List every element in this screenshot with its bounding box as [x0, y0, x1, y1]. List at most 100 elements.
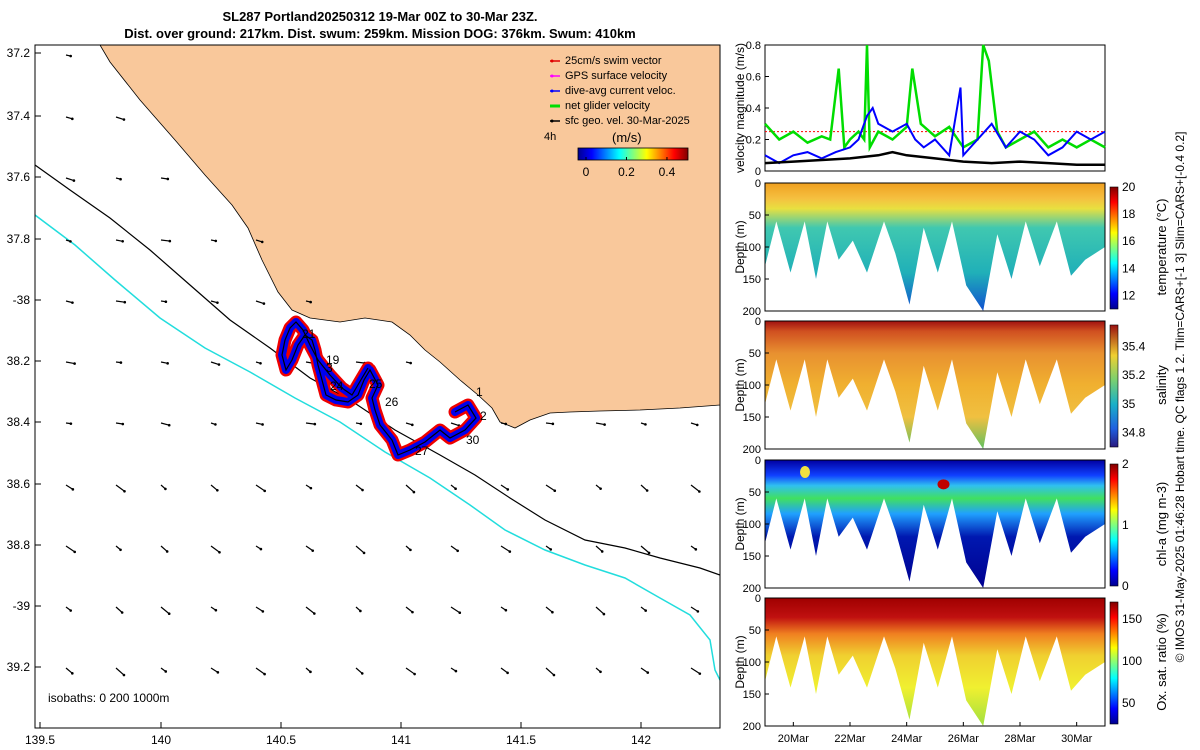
- colorbar-tick-label: 0.2: [618, 165, 635, 179]
- vector-head: [456, 549, 459, 553]
- vector-head: [259, 362, 262, 365]
- depth-tick-label: 150: [743, 412, 761, 424]
- depth-ylabel: Depth (m): [733, 358, 747, 411]
- side-note: © IMOS 31-May-2025 01:46:28 Hobart time.…: [1173, 132, 1187, 663]
- depth-tick-label: 50: [749, 210, 761, 222]
- vector-head: [71, 301, 74, 304]
- date-tick-label: 22Mar: [834, 733, 866, 745]
- surface-vector: [690, 667, 701, 675]
- legend-label: sfc geo. vel. 30-Mar-2025: [565, 115, 690, 127]
- lat-tick-label: -39: [13, 599, 31, 613]
- surface-vector: [595, 422, 605, 426]
- surface-vector: [115, 606, 123, 613]
- surface-vector: [640, 667, 649, 674]
- land-mass: [99, 45, 720, 429]
- vector-head: [217, 363, 221, 366]
- vector-head: [71, 672, 74, 675]
- depth-tick-label: 200: [743, 583, 761, 595]
- surface-vector: [160, 545, 168, 552]
- isobath-note: isobaths: 0 200 1000m: [48, 691, 169, 705]
- vector-head: [121, 239, 124, 243]
- vector-head: [458, 611, 462, 615]
- surface-vector: [545, 667, 555, 676]
- day-label: 30: [466, 433, 480, 447]
- lon-tick-label: 140: [151, 733, 171, 747]
- lon-tick-label: 142: [631, 733, 651, 747]
- lon-tick-label: 141.5: [506, 733, 536, 747]
- surface-vector: [255, 484, 266, 492]
- depth-ylabel: Depth (m): [733, 220, 747, 273]
- velocity-panel: 0 0.2 0.4 0.6 0.8 velocity magnitude (m/s): [733, 40, 1106, 178]
- surface-vector: [65, 667, 73, 674]
- colorbar-tick-label: 20: [1122, 180, 1136, 194]
- surface-vector: [405, 484, 415, 493]
- vector-head: [551, 422, 555, 426]
- vector-head: [602, 612, 606, 616]
- lat-tick-label: 37.6: [7, 170, 31, 184]
- lat-tick-label: 39.2: [7, 660, 31, 674]
- vector-head: [260, 240, 264, 244]
- surface-vector: [545, 484, 556, 492]
- glider-track: [275, 315, 483, 462]
- surface-vector: [355, 361, 365, 364]
- depth-tick-label: 50: [749, 625, 761, 637]
- vector-head: [69, 609, 72, 612]
- surface-vector: [210, 484, 218, 491]
- date-tick-label: 28Mar: [1004, 733, 1036, 745]
- colorbar-tick-label: 16: [1122, 234, 1136, 248]
- vector-head: [359, 609, 362, 613]
- colorbar-tick-label: 35.4: [1122, 340, 1146, 354]
- isobath-200: [35, 164, 720, 576]
- surface-vector: [65, 484, 74, 490]
- legend-label: dive-avg current veloc.: [565, 85, 676, 97]
- vector-head: [695, 423, 699, 427]
- day-label: 1: [476, 385, 483, 399]
- colorbar-tick-label: 0.4: [659, 165, 676, 179]
- surface-vector: [545, 606, 553, 613]
- day-label: 3: [326, 361, 333, 375]
- date-ticks: 20Mar 22Mar 24Mar 26Mar 28Mar 30Mar: [778, 722, 1093, 745]
- velocity-ylabel: velocity magnitude (m/s): [733, 43, 747, 173]
- vector-head: [454, 669, 458, 673]
- surface-vector: [255, 300, 265, 305]
- section-colorbar: [1109, 601, 1119, 725]
- vector-head: [698, 672, 702, 675]
- date-tick-label: 26Mar: [948, 733, 980, 745]
- surface-vector: [450, 545, 459, 552]
- vector-head: [311, 549, 315, 552]
- colorbar-label: salinity: [1154, 365, 1169, 405]
- velocity-ytick-label: 0.4: [746, 103, 761, 115]
- section-colorbar: [1109, 186, 1119, 310]
- lat-tick-label: 37.4: [7, 109, 31, 123]
- colorbar-tick-label: 12: [1122, 288, 1136, 302]
- vector-head: [553, 489, 557, 493]
- vector-head: [73, 550, 77, 554]
- legend-swatch-dot: [550, 119, 554, 123]
- vector-head: [646, 671, 650, 674]
- vector-head: [360, 672, 364, 675]
- depth-tick-label: 0: [755, 455, 761, 467]
- vector-head: [696, 610, 700, 613]
- surface-vector: [160, 606, 170, 615]
- velocity-series-line: [764, 87, 1106, 165]
- vector-head: [164, 300, 168, 303]
- surface-vector: [255, 606, 264, 612]
- track-line: [281, 321, 477, 456]
- surface-vector: [65, 177, 75, 182]
- vector-head: [412, 490, 416, 494]
- day-label: 26: [385, 395, 399, 409]
- vector-head: [121, 422, 125, 426]
- map-colorbar: [577, 147, 689, 161]
- colorbar-label: temperature (°C): [1154, 199, 1169, 296]
- vector-head: [694, 548, 698, 551]
- day-label: 21: [302, 327, 316, 341]
- lon-tick-label: 139.5: [25, 733, 55, 747]
- vector-head: [454, 487, 457, 490]
- chl-hotspot: [800, 466, 810, 478]
- lat-tick-label: 37.8: [7, 232, 31, 246]
- depth-tick-label: 50: [749, 487, 761, 499]
- depth-tick-label: 100: [743, 519, 761, 531]
- lat-tick-label: 38.6: [7, 477, 31, 491]
